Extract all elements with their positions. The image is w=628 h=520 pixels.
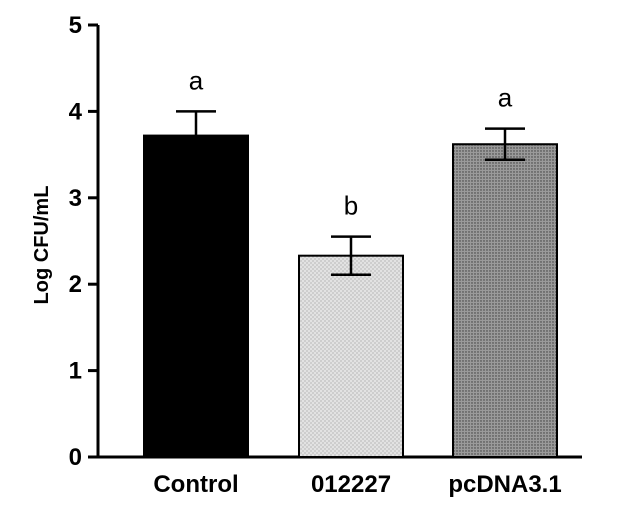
y-tick-label: 0: [69, 444, 82, 471]
bars: [144, 136, 557, 457]
category-label-2: pcDNA3.1: [448, 471, 561, 498]
y-axis-title: Log CFU/mL: [31, 186, 53, 305]
bar-1: [299, 256, 403, 457]
significance-label-1: b: [344, 191, 358, 221]
y-tick-label: 5: [69, 12, 82, 39]
y-axis: 0 1 2 3 4 5: [69, 12, 98, 471]
category-label-0: Control: [153, 471, 238, 498]
significance-label-0: a: [189, 65, 204, 95]
bar-0: [144, 136, 248, 457]
y-tick-label: 3: [69, 185, 82, 212]
y-tick-label: 4: [69, 98, 83, 125]
category-label-1: 012227: [311, 471, 391, 498]
y-tick-label: 2: [69, 271, 82, 298]
bar-2: [453, 144, 557, 457]
y-tick-label: 1: [69, 358, 82, 385]
significance-label-2: a: [498, 83, 513, 113]
category-labels: Control 012227 pcDNA3.1: [153, 471, 561, 498]
